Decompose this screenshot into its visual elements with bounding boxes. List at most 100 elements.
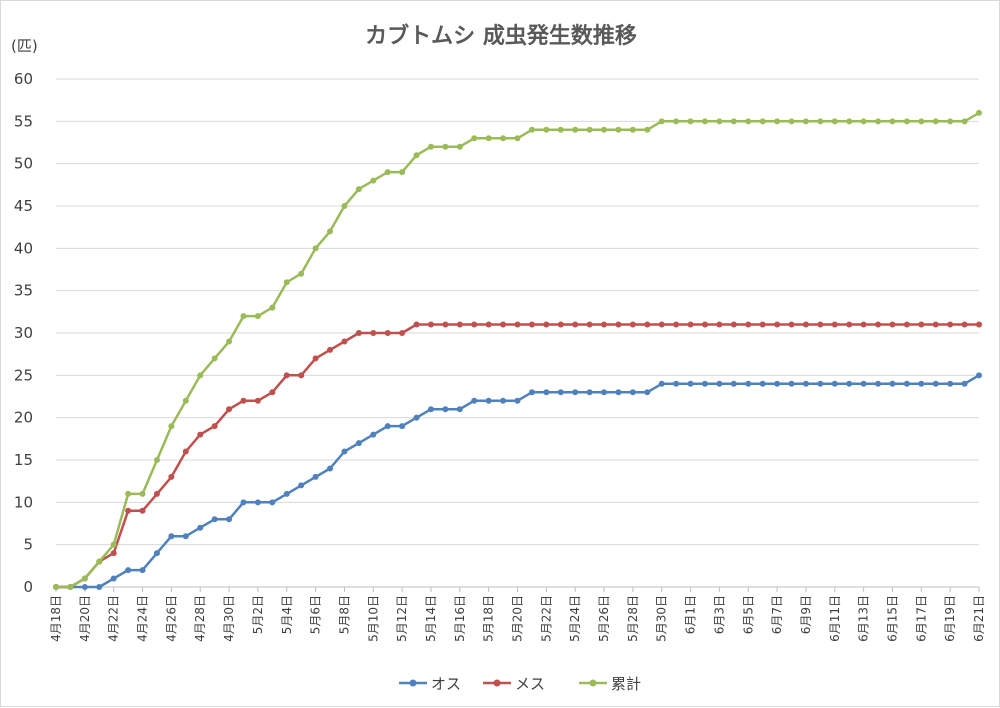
data-point bbox=[153, 457, 160, 463]
data-point bbox=[327, 465, 334, 472]
data-point bbox=[701, 380, 708, 387]
data-point bbox=[298, 372, 305, 379]
x-axis-ticks: 4月18日 4月20日 4月22日 4月24日 4月26日 4月28日 4月30日 5月2日 5… bbox=[49, 587, 986, 642]
data-point bbox=[211, 516, 218, 523]
gridlines bbox=[56, 78, 979, 588]
data-point bbox=[903, 118, 910, 125]
data-point bbox=[211, 355, 218, 362]
x-tick-label: 5月6日 bbox=[309, 595, 323, 634]
data-point bbox=[182, 533, 189, 540]
y-tick-label: 15 bbox=[14, 451, 33, 469]
data-point bbox=[413, 321, 420, 328]
x-tick-label: 5月8日 bbox=[337, 595, 351, 634]
data-point bbox=[283, 490, 290, 497]
data-point bbox=[644, 321, 651, 328]
data-point bbox=[471, 397, 478, 404]
data-point bbox=[918, 321, 925, 328]
data-point bbox=[557, 389, 564, 396]
x-tick-label: 4月26日 bbox=[164, 595, 178, 642]
data-point bbox=[471, 321, 478, 328]
x-tick-label: 6月3日 bbox=[712, 595, 726, 634]
data-point bbox=[528, 389, 535, 396]
data-point bbox=[615, 321, 622, 328]
data-point bbox=[485, 321, 492, 328]
x-tick-label: 5月10日 bbox=[366, 595, 380, 642]
data-point bbox=[125, 567, 132, 574]
data-point bbox=[716, 118, 723, 125]
data-point bbox=[269, 389, 276, 396]
series-line bbox=[56, 374, 980, 589]
data-point bbox=[399, 330, 406, 336]
data-point bbox=[976, 372, 982, 379]
data-point bbox=[572, 389, 579, 396]
data-point bbox=[961, 118, 968, 125]
y-tick-label: 50 bbox=[14, 155, 33, 173]
data-point bbox=[745, 380, 752, 387]
data-point bbox=[298, 482, 305, 489]
data-point bbox=[629, 321, 636, 328]
data-point bbox=[96, 584, 103, 590]
data-point bbox=[947, 321, 954, 328]
data-point bbox=[197, 524, 204, 531]
data-point bbox=[456, 321, 463, 328]
data-point bbox=[341, 338, 348, 345]
data-point bbox=[125, 507, 132, 514]
data-point bbox=[601, 126, 608, 133]
data-point bbox=[370, 177, 377, 184]
y-tick-label: 55 bbox=[14, 112, 33, 130]
data-point bbox=[240, 313, 247, 320]
data-point bbox=[644, 389, 651, 396]
data-point bbox=[918, 118, 925, 125]
x-tick-label: 4月24日 bbox=[136, 595, 150, 642]
data-point bbox=[788, 380, 795, 387]
data-point bbox=[110, 575, 117, 582]
data-point bbox=[730, 118, 737, 125]
data-point bbox=[442, 406, 449, 413]
series-2 bbox=[53, 109, 982, 590]
x-tick-label: 4月20日 bbox=[78, 595, 92, 642]
data-point bbox=[802, 380, 809, 387]
data-point bbox=[413, 152, 420, 159]
data-point bbox=[629, 126, 636, 133]
x-tick-label: 4月22日 bbox=[107, 595, 121, 642]
data-point bbox=[298, 270, 305, 277]
data-point bbox=[96, 558, 103, 565]
data-point bbox=[730, 321, 737, 328]
data-point bbox=[153, 550, 160, 557]
data-point bbox=[774, 321, 781, 328]
x-tick-label: 4月18日 bbox=[49, 595, 63, 642]
data-point bbox=[846, 118, 853, 125]
data-point bbox=[774, 380, 781, 387]
data-point bbox=[413, 414, 420, 421]
series-line bbox=[56, 323, 979, 589]
data-point bbox=[384, 330, 391, 336]
data-point bbox=[658, 380, 665, 387]
x-tick-label: 6月7日 bbox=[770, 595, 784, 634]
data-point bbox=[427, 143, 434, 150]
x-tick-label: 4月28日 bbox=[193, 595, 207, 642]
data-point bbox=[601, 321, 608, 328]
data-point bbox=[831, 380, 838, 387]
data-point bbox=[182, 448, 189, 455]
data-point bbox=[355, 186, 362, 193]
data-point bbox=[716, 321, 723, 328]
x-tick-label: 6月5日 bbox=[741, 595, 755, 634]
data-point bbox=[370, 330, 377, 336]
data-point bbox=[384, 169, 391, 176]
y-tick-label: 25 bbox=[14, 366, 33, 384]
legend-item: オス bbox=[399, 675, 461, 693]
data-point bbox=[687, 118, 694, 125]
data-point bbox=[817, 118, 824, 125]
data-point bbox=[500, 321, 507, 328]
data-point bbox=[240, 397, 247, 404]
x-tick-label: 5月26日 bbox=[597, 595, 611, 642]
data-point bbox=[572, 321, 579, 328]
x-tick-label: 4月30日 bbox=[222, 595, 236, 642]
y-tick-label: 35 bbox=[14, 282, 33, 300]
data-point bbox=[903, 380, 910, 387]
legend: オス メス 累計 bbox=[399, 675, 641, 693]
x-tick-label: 5月14日 bbox=[424, 595, 438, 642]
data-point bbox=[125, 490, 132, 497]
data-point bbox=[889, 380, 896, 387]
